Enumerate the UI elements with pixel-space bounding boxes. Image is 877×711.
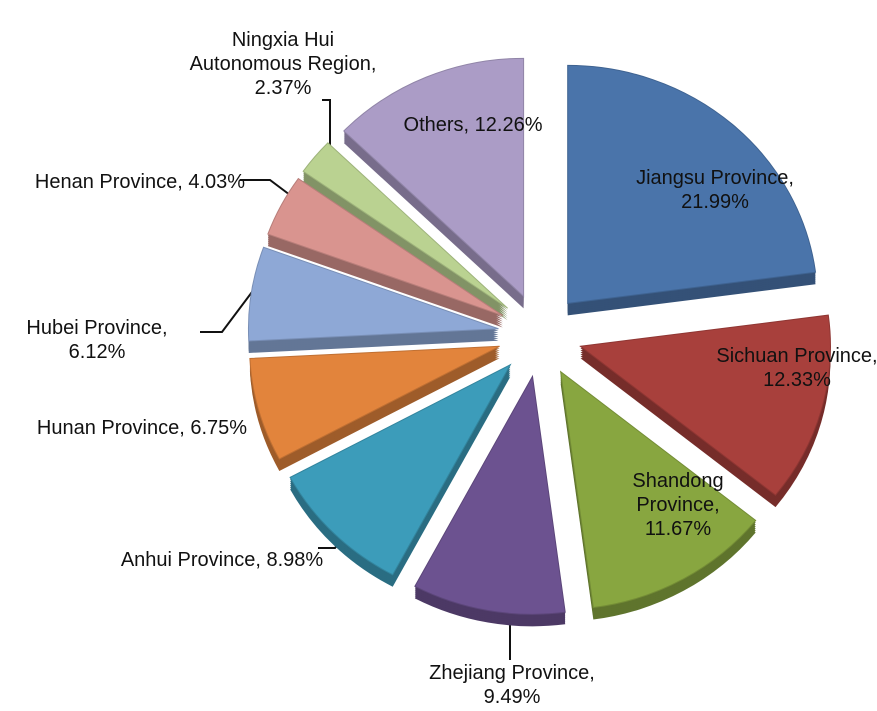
leader-line [240,179,291,196]
slice [579,314,831,496]
data-label: Zhejiang Province, 9.49% [429,662,595,708]
slice [302,142,508,309]
data-label: Shandong Province, 11.67% [632,470,724,540]
data-label: Hubei Province, 6.12% [26,317,168,363]
slice [247,246,499,342]
data-label: Jiangsu Province, 21.99% [636,167,794,213]
data-label: Anhui Province, 8.98% [120,549,324,571]
slices [247,57,831,615]
leader-line [200,287,256,333]
slice [267,177,504,317]
slice [567,64,817,304]
data-label: Others, 12.26% [403,114,543,136]
slice [414,374,566,615]
leader-line [322,99,331,155]
data-label: Henan Province, 4.03% [34,171,246,193]
data-label: Hunan Province, 6.75% [36,417,248,439]
slice [289,363,512,576]
slice [249,345,500,460]
data-label: Ningxia Hui Autonomous Region, 2.37% [189,29,377,99]
slice [559,370,757,609]
data-label: Sichuan Province, 12.33% [716,345,877,391]
slice [343,57,525,298]
